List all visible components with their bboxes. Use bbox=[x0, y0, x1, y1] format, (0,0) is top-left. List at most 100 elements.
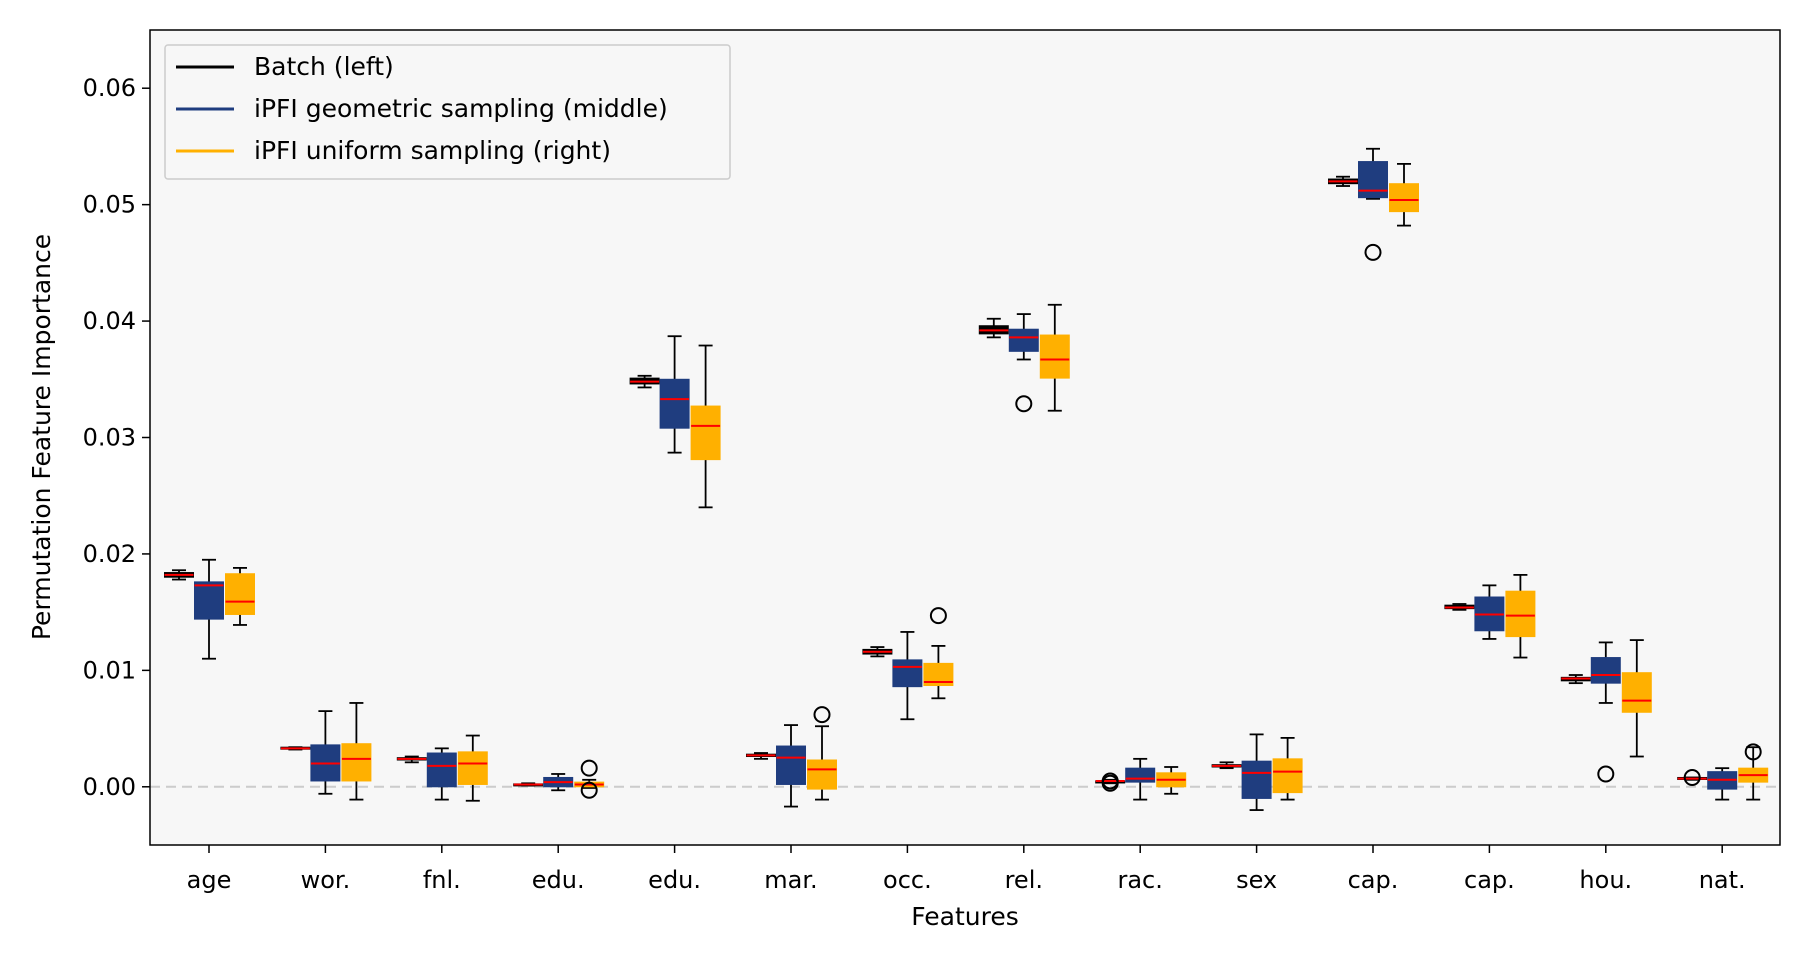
box-body bbox=[1125, 767, 1156, 783]
box-2-12 bbox=[1621, 639, 1652, 758]
box-1-7 bbox=[1008, 313, 1039, 413]
box-0-10 bbox=[1328, 175, 1358, 187]
box-1-8 bbox=[1125, 757, 1156, 801]
box-1-9 bbox=[1241, 733, 1272, 811]
outlier-point bbox=[929, 607, 947, 625]
x-tick-label: nat. bbox=[1699, 866, 1746, 894]
y-axis: 0.00 0.01 0.02 0.03 0.04 0.05 0.06 bbox=[83, 74, 150, 801]
box-2-0 bbox=[225, 567, 255, 626]
box-0-5 bbox=[746, 752, 776, 760]
box-0-12 bbox=[1560, 674, 1591, 685]
box-0-6 bbox=[862, 646, 893, 658]
y-tick-label: 0.01 bbox=[83, 656, 136, 684]
box-2-9 bbox=[1272, 736, 1303, 801]
box-1-11 bbox=[1474, 584, 1505, 640]
box-0-8 bbox=[1095, 772, 1126, 792]
box-body bbox=[690, 405, 721, 461]
box-0-1 bbox=[280, 746, 311, 751]
legend: Batch (left) iPFI geometric sampling (mid… bbox=[164, 44, 731, 180]
box-body bbox=[1039, 334, 1070, 379]
box-1-2 bbox=[426, 747, 457, 801]
box-2-8 bbox=[1156, 766, 1187, 795]
box-2-3 bbox=[574, 759, 605, 799]
box-body bbox=[807, 759, 837, 790]
legend-label: Batch (left) bbox=[254, 52, 394, 81]
x-tick-label: rel. bbox=[1005, 866, 1043, 894]
x-tick-label: hou. bbox=[1579, 866, 1632, 894]
outlier-point bbox=[1101, 772, 1119, 790]
y-tick-label: 0.04 bbox=[83, 307, 136, 335]
box-1-6 bbox=[892, 631, 923, 721]
boxes-layer bbox=[164, 147, 1769, 811]
outlier-point bbox=[1597, 765, 1615, 783]
x-tick-label: wor. bbox=[301, 866, 351, 894]
box-body bbox=[1272, 758, 1303, 794]
box-body bbox=[892, 659, 923, 688]
outlier-point bbox=[813, 706, 831, 724]
x-tick-label: rac. bbox=[1117, 866, 1162, 894]
box-body bbox=[923, 662, 954, 686]
box-1-0 bbox=[194, 558, 224, 660]
box-0-9 bbox=[1211, 761, 1242, 770]
box-body bbox=[1590, 657, 1621, 684]
x-tick-label: fnl. bbox=[423, 866, 461, 894]
box-0-7 bbox=[978, 317, 1009, 339]
box-body bbox=[457, 751, 488, 785]
box-2-5 bbox=[807, 706, 837, 801]
legend-label: iPFI geometric sampling (middle) bbox=[254, 94, 668, 123]
legend-label: iPFI uniform sampling (right) bbox=[254, 136, 611, 165]
x-tick-label: age bbox=[187, 866, 232, 894]
outlier-point bbox=[580, 781, 598, 799]
outlier-point bbox=[580, 759, 598, 777]
legend-box bbox=[164, 44, 731, 180]
y-tick-label: 0.00 bbox=[83, 773, 136, 801]
box-body bbox=[194, 581, 224, 620]
x-tick-label: cap. bbox=[1464, 866, 1515, 894]
x-tick-label: occ. bbox=[883, 866, 932, 894]
x-tick-label: edu. bbox=[648, 866, 701, 894]
box-body bbox=[1241, 760, 1272, 799]
x-tick-label: cap. bbox=[1348, 866, 1399, 894]
box-0-4 bbox=[629, 374, 660, 389]
box-2-2 bbox=[457, 734, 488, 802]
box-1-12 bbox=[1590, 641, 1621, 783]
y-tick-label: 0.06 bbox=[83, 74, 136, 102]
box-2-10 bbox=[1389, 162, 1419, 227]
x-tick-label: edu. bbox=[532, 866, 585, 894]
box-2-6 bbox=[923, 607, 954, 700]
box-1-3 bbox=[543, 773, 574, 792]
box-body bbox=[776, 745, 806, 785]
box-0-2 bbox=[396, 755, 427, 764]
box-body bbox=[1389, 183, 1419, 213]
box-1-4 bbox=[659, 335, 690, 454]
x-tick-label: sex bbox=[1236, 866, 1277, 894]
outlier-point bbox=[1683, 768, 1701, 786]
y-axis-label: Permutation Feature Importance bbox=[27, 234, 56, 640]
box-body bbox=[341, 743, 372, 782]
outlier-point bbox=[1015, 395, 1033, 413]
x-axis-label: Features bbox=[911, 902, 1019, 931]
box-2-11 bbox=[1505, 573, 1536, 659]
x-axis: age wor. fnl. edu. edu. mar. occ. rel. rac. sex ca… bbox=[187, 845, 1746, 894]
y-tick-label: 0.05 bbox=[83, 191, 136, 219]
box-1-13 bbox=[1707, 767, 1738, 801]
y-tick-label: 0.02 bbox=[83, 540, 136, 568]
x-tick-label: mar. bbox=[764, 866, 817, 894]
outlier-point bbox=[1364, 243, 1382, 261]
box-body bbox=[1505, 590, 1536, 638]
box-0-0 bbox=[164, 569, 194, 581]
box-2-4 bbox=[690, 344, 721, 509]
outlier-point bbox=[1744, 743, 1762, 761]
box-body bbox=[1008, 328, 1039, 352]
box-0-3 bbox=[513, 782, 544, 787]
y-tick-label: 0.03 bbox=[83, 424, 136, 452]
box-2-1 bbox=[341, 702, 372, 801]
box-1-1 bbox=[310, 710, 341, 795]
box-1-5 bbox=[776, 724, 806, 808]
box-0-13 bbox=[1677, 768, 1708, 786]
box-body bbox=[426, 752, 457, 788]
box-0-11 bbox=[1444, 603, 1475, 611]
box-1-10 bbox=[1358, 147, 1388, 261]
